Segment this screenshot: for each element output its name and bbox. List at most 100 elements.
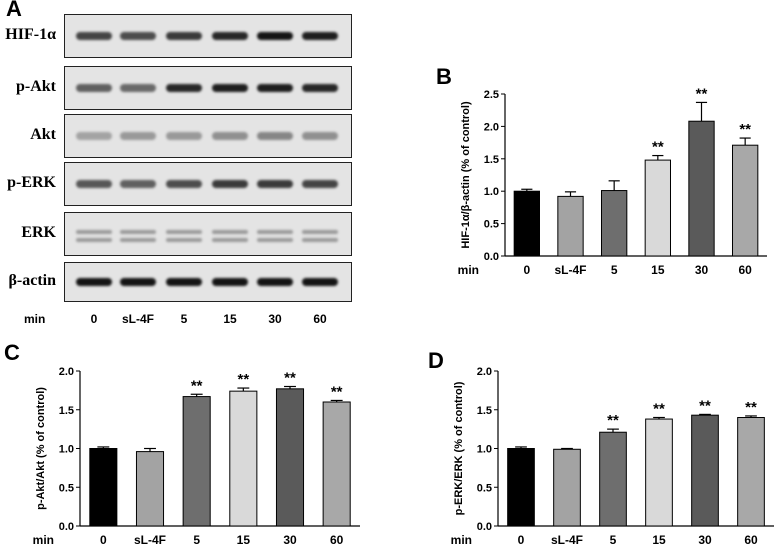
x-tick-label: sL-4F <box>134 533 166 547</box>
bar <box>135 451 165 527</box>
bar <box>557 195 584 257</box>
bar <box>507 448 535 527</box>
significance-label: ** <box>653 401 665 418</box>
significance-label: ** <box>331 383 343 400</box>
y-axis-label: p-Akt/Akt (% of control) <box>35 387 47 510</box>
blot-lane-label: 5 <box>180 312 188 326</box>
bar <box>89 448 118 527</box>
blot-band <box>302 278 338 286</box>
panel-letter-d: D <box>428 348 444 373</box>
y-tick-label: 2.0 <box>59 366 74 378</box>
blot-band <box>76 238 112 242</box>
blot-band <box>76 32 112 40</box>
bar <box>732 144 759 257</box>
blot-band <box>120 84 156 92</box>
significance-label: ** <box>699 397 711 414</box>
x-tick-label: 0 <box>518 533 525 547</box>
y-tick-label: 1.0 <box>484 186 499 198</box>
blot-band <box>257 180 293 188</box>
blot-band <box>120 230 156 234</box>
x-tick-label: 60 <box>738 263 752 277</box>
y-tick-label: 2.0 <box>484 121 499 133</box>
y-tick-label: 2.5 <box>484 89 499 101</box>
bar <box>322 401 351 527</box>
panel-letter-c: C <box>4 340 20 365</box>
y-tick-label: 1.0 <box>59 444 74 456</box>
blot-band <box>212 132 248 140</box>
bar <box>601 190 628 257</box>
blot-lane-label: 15 <box>223 312 237 326</box>
blot-strip <box>64 212 352 256</box>
x-tick-label: 30 <box>283 533 297 547</box>
blot-band <box>212 84 248 92</box>
blot-band <box>257 32 293 40</box>
x-tick-label: sL-4F <box>551 533 583 547</box>
blot-lane-label: 0 <box>90 312 98 326</box>
blot-band <box>120 180 156 188</box>
blot-band <box>212 278 248 286</box>
y-tick-label: 0.0 <box>59 521 74 533</box>
blot-row-label: β-actin <box>8 272 56 289</box>
bar <box>275 388 305 527</box>
y-axis-label: HIF-1α/β-actin (% of control) <box>460 101 472 249</box>
blot-band <box>120 132 156 140</box>
blot-row-label: HIF-1α <box>5 26 56 43</box>
blot-row-label: Akt <box>30 126 56 143</box>
x-axis-prefix: min <box>458 263 479 277</box>
blot-band <box>76 132 112 140</box>
x-tick-label: 5 <box>193 533 200 547</box>
blot-band <box>120 32 156 40</box>
significance-label: ** <box>739 121 751 138</box>
chart-panel-b: 0.0 0.5 1.0 1.5 2.0 2.5 HIF-1α/β-actin (% of c… <box>458 85 767 277</box>
x-tick-label: 5 <box>610 533 617 547</box>
blot-band <box>166 278 202 286</box>
blot-lane-label: 30 <box>268 312 282 326</box>
significance-label: ** <box>284 370 296 387</box>
blot-band <box>302 84 338 92</box>
blot-band <box>166 84 202 92</box>
y-tick-label: 0.5 <box>477 482 492 494</box>
blot-band <box>120 238 156 242</box>
chart-panel-d: 0.0 0.5 1.0 1.5 2.0 p-ERK/ERK (% of control) m… <box>451 366 774 547</box>
blot-band <box>76 84 112 92</box>
blot-band <box>302 132 338 140</box>
blot-min-label: min <box>24 312 46 326</box>
x-axis-prefix: min <box>33 533 54 547</box>
blot-band <box>257 238 293 242</box>
x-tick-label: 60 <box>744 533 758 547</box>
blot-band <box>257 230 293 234</box>
x-tick-label: 0 <box>100 533 107 547</box>
blot-lane-label: 60 <box>313 312 327 326</box>
bar <box>691 414 719 527</box>
blot-row-label: ERK <box>21 224 56 241</box>
blot-band <box>166 238 202 242</box>
panel-letter-a: A <box>6 0 22 21</box>
x-tick-label: sL-4F <box>554 263 586 277</box>
y-tick-label: 1.0 <box>477 444 492 456</box>
y-tick-label: 0.5 <box>59 482 74 494</box>
significance-label: ** <box>696 85 708 102</box>
blot-band <box>166 230 202 234</box>
x-tick-label: 5 <box>611 263 618 277</box>
blot-band <box>257 132 293 140</box>
bar <box>737 417 765 527</box>
blot-band <box>302 180 338 188</box>
blot-band <box>212 230 248 234</box>
bar <box>599 431 627 527</box>
bar <box>644 159 671 257</box>
bar <box>553 448 581 527</box>
bar <box>229 390 258 527</box>
blot-band <box>302 230 338 234</box>
bar <box>182 396 211 527</box>
x-tick-label: 15 <box>651 263 665 277</box>
x-tick-label: 0 <box>523 263 530 277</box>
y-tick-label: 1.5 <box>59 405 74 417</box>
x-tick-label: 30 <box>695 263 709 277</box>
blot-band <box>212 238 248 242</box>
blot-band <box>76 230 112 234</box>
significance-label: ** <box>237 371 249 388</box>
blot-lane-label: sL-4F <box>121 312 154 326</box>
blot-band <box>166 180 202 188</box>
blot-band <box>76 278 112 286</box>
blot-band <box>166 32 202 40</box>
